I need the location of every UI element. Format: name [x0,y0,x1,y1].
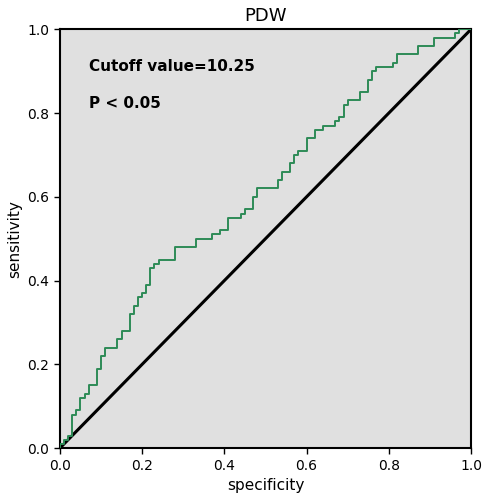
Y-axis label: sensitivity: sensitivity [7,200,22,278]
Text: Cutoff value=10.25: Cutoff value=10.25 [88,58,254,74]
Text: P < 0.05: P < 0.05 [88,96,160,112]
X-axis label: specificity: specificity [226,478,304,493]
Title: PDW: PDW [244,7,286,25]
